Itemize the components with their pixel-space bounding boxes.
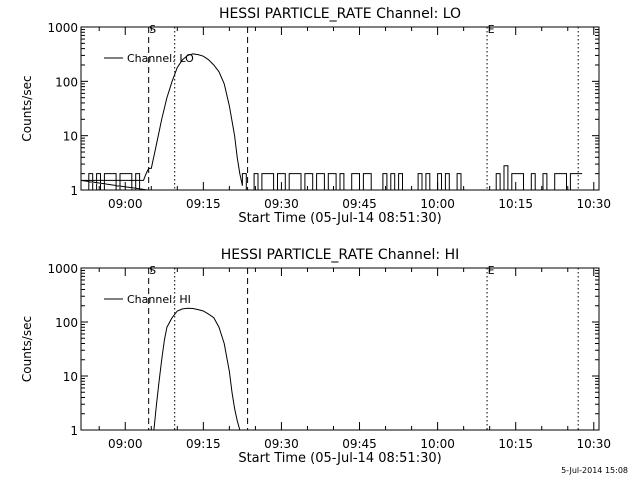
x-tick-label: 10:00 (420, 197, 455, 211)
x-tick-label: 10:30 (576, 437, 611, 451)
marker-label: E (488, 23, 495, 36)
x-tick-label: 09:15 (186, 437, 221, 451)
x-tick-label: 10:15 (498, 197, 533, 211)
x-tick-label: 10:15 (498, 437, 533, 451)
y-axis-label: Counts/sec (20, 316, 34, 382)
y-tick-label: 1 (70, 424, 78, 438)
y-tick-label: 100 (55, 316, 78, 330)
x-axis-label: Start Time (05-Jul-14 08:51:30) (238, 211, 441, 226)
marker-label: E (488, 264, 495, 277)
series-line (80, 53, 583, 191)
legend-label: Channel: LO (127, 52, 194, 65)
y-tick-label: 1000 (47, 21, 78, 35)
marker-label: S (149, 23, 156, 36)
y-axis-label: Counts/sec (20, 75, 34, 141)
x-tick-label: 09:30 (264, 197, 299, 211)
x-tick-label: 09:00 (108, 437, 143, 451)
y-tick-label: 1000 (47, 262, 78, 276)
y-tick-label: 100 (55, 75, 78, 89)
plot-timestamp: 5-Jul-2014 15:08 (561, 466, 628, 475)
x-tick-label: 10:00 (420, 437, 455, 451)
y-tick-label: 10 (63, 130, 78, 144)
x-axis-label: Start Time (05-Jul-14 08:51:30) (238, 451, 441, 466)
chart-title: HESSI PARTICLE_RATE Channel: HI (221, 247, 459, 263)
marker-label: S (149, 264, 156, 277)
x-tick-label: 09:15 (186, 197, 221, 211)
x-tick-label: 09:45 (342, 197, 377, 211)
x-tick-label: 10:30 (576, 197, 611, 211)
x-tick-label: 09:00 (108, 197, 143, 211)
chart-title: HESSI PARTICLE_RATE Channel: LO (219, 6, 461, 22)
y-tick-label: 10 (63, 370, 78, 384)
x-tick-label: 09:45 (342, 437, 377, 451)
series-line (153, 307, 241, 431)
legend-label: Channel: HI (127, 293, 191, 306)
chart-panel-lo: HESSI PARTICLE_RATE Channel: LO 1 10 100 100… (20, 6, 611, 226)
plot-frame (80, 267, 600, 431)
chart-panel-hi: HESSI PARTICLE_RATE Channel: HI 1 10 100 100… (20, 247, 611, 466)
y-tick-label: 1 (70, 184, 78, 198)
x-tick-label: 09:30 (264, 437, 299, 451)
